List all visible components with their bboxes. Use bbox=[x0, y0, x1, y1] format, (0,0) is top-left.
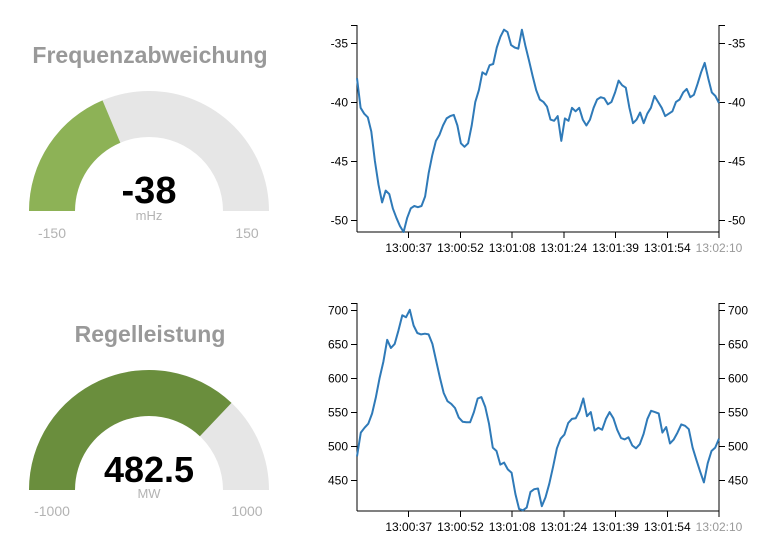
gauge-fill bbox=[29, 100, 121, 211]
y-tick-label: 600 bbox=[728, 372, 748, 386]
y-tick-label: -40 bbox=[331, 96, 349, 110]
y-tick-label: -50 bbox=[728, 214, 746, 228]
series-line bbox=[356, 308, 720, 512]
y-tick-label: 550 bbox=[328, 406, 348, 420]
y-tick-label: 650 bbox=[328, 338, 348, 352]
gauge: -38 mHz -150 150 bbox=[29, 91, 269, 241]
y-tick-label: 700 bbox=[328, 304, 348, 318]
gauge-unit: MW bbox=[137, 486, 161, 501]
line-chart: -50 -50 -45 -45 -40 -40 -35 -35 13:00:37 13:00:52… bbox=[331, 25, 746, 255]
x-tick-label: 13:02:10 bbox=[696, 520, 743, 534]
x-tick-label: 13:00:37 bbox=[385, 520, 432, 534]
y-tick-label: 500 bbox=[328, 440, 348, 454]
gauge-value: -38 bbox=[122, 170, 177, 212]
x-tick-label: 13:00:52 bbox=[437, 241, 484, 255]
y-tick-label: -40 bbox=[728, 96, 746, 110]
x-tick-label: 13:01:54 bbox=[644, 520, 691, 534]
y-tick-label: -45 bbox=[331, 155, 349, 169]
x-tick-label: 13:01:08 bbox=[489, 520, 536, 534]
gauge-max-label: 150 bbox=[235, 225, 259, 241]
gauge-max-label: 1000 bbox=[231, 503, 262, 519]
y-tick-label: -35 bbox=[331, 37, 349, 51]
x-tick-label: 13:01:08 bbox=[489, 241, 536, 255]
y-tick-label: 700 bbox=[728, 304, 748, 318]
gauge-unit: mHz bbox=[136, 208, 163, 223]
x-tick-label: 13:00:52 bbox=[437, 520, 484, 534]
y-tick-label: -50 bbox=[331, 214, 349, 228]
x-tick-label: 13:01:39 bbox=[592, 241, 639, 255]
x-tick-label: 13:01:39 bbox=[592, 520, 639, 534]
x-tick-label: 13:02:10 bbox=[696, 241, 743, 255]
gauge-fill bbox=[29, 369, 232, 490]
y-tick-label: -45 bbox=[728, 155, 746, 169]
x-tick-label: 13:01:24 bbox=[540, 520, 587, 534]
gauge-title: Frequenzabweichung bbox=[32, 42, 268, 68]
y-tick-label: 550 bbox=[728, 406, 748, 420]
y-tick-label: -35 bbox=[728, 37, 746, 51]
y-tick-label: 600 bbox=[328, 372, 348, 386]
x-tick-label: 13:01:54 bbox=[644, 241, 691, 255]
y-tick-label: 450 bbox=[728, 474, 748, 488]
x-tick-label: 13:01:24 bbox=[540, 241, 587, 255]
y-tick-label: 500 bbox=[728, 440, 748, 454]
gauge-value: 482.5 bbox=[104, 449, 194, 490]
y-tick-label: 450 bbox=[328, 474, 348, 488]
gauge-min-label: -150 bbox=[38, 225, 66, 241]
gauge-min-label: -1000 bbox=[34, 503, 70, 519]
x-tick-label: 13:00:37 bbox=[385, 241, 432, 255]
series-line bbox=[356, 28, 720, 233]
gauge: 482.5 MW -1000 1000 bbox=[29, 369, 269, 519]
gauge-title: Regelleistung bbox=[74, 321, 226, 347]
y-tick-label: 650 bbox=[728, 338, 748, 352]
